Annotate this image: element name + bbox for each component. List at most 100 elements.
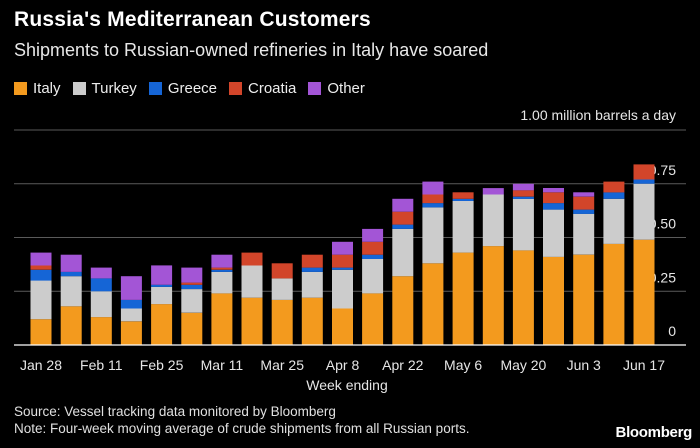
y-tick-label-0: 0 bbox=[668, 323, 676, 339]
bar-croatia-11 bbox=[362, 241, 384, 255]
bar-croatia-12 bbox=[392, 211, 414, 225]
bar-italy-10 bbox=[332, 308, 353, 345]
legend-item-other: Other bbox=[308, 80, 365, 97]
bar-croatia-19 bbox=[603, 181, 625, 193]
bar-other-3 bbox=[120, 276, 142, 300]
bar-croatia-5 bbox=[181, 282, 203, 285]
bar-other-1 bbox=[60, 254, 82, 272]
bar-croatia-13 bbox=[422, 194, 444, 204]
legend-label-other: Other bbox=[327, 80, 365, 97]
bar-italy-5 bbox=[181, 312, 203, 346]
bar-greece-18 bbox=[573, 209, 595, 214]
bar-italy-7 bbox=[241, 297, 263, 345]
chart-legend: Italy Turkey Greece Croatia Other bbox=[14, 80, 365, 97]
legend-label-greece: Greece bbox=[167, 80, 218, 97]
x-tick-label-3: Mar 11 bbox=[201, 357, 244, 373]
bar-other-17 bbox=[543, 188, 564, 193]
bar-turkey-11 bbox=[362, 259, 384, 294]
x-tick-label-0: Jan 28 bbox=[20, 357, 62, 373]
bar-turkey-14 bbox=[452, 201, 474, 253]
bar-turkey-13 bbox=[422, 207, 444, 264]
bar-greece-1 bbox=[60, 271, 82, 277]
bar-other-18 bbox=[573, 192, 595, 197]
bar-croatia-14 bbox=[452, 192, 474, 199]
bar-other-15 bbox=[482, 188, 504, 195]
bar-other-16 bbox=[512, 183, 534, 191]
bar-italy-15 bbox=[482, 246, 504, 345]
bar-italy-11 bbox=[362, 293, 384, 345]
bar-italy-9 bbox=[301, 297, 323, 345]
bar-turkey-5 bbox=[181, 289, 203, 313]
bar-turkey-9 bbox=[301, 271, 323, 298]
bar-croatia-9 bbox=[301, 254, 323, 268]
x-axis-label: Week ending bbox=[306, 377, 387, 393]
bar-greece-6 bbox=[211, 269, 233, 272]
x-tick-label-8: May 20 bbox=[500, 357, 546, 373]
bar-italy-20 bbox=[633, 239, 655, 345]
bar-greece-13 bbox=[422, 203, 444, 208]
legend-swatch-italy bbox=[14, 82, 27, 95]
bar-italy-14 bbox=[452, 252, 474, 345]
x-tick-label-2: Feb 25 bbox=[140, 357, 184, 373]
bar-greece-11 bbox=[362, 254, 384, 259]
bar-italy-0 bbox=[30, 319, 52, 345]
bar-croatia-16 bbox=[512, 190, 534, 197]
legend-label-croatia: Croatia bbox=[248, 80, 297, 97]
bar-turkey-0 bbox=[30, 280, 52, 320]
bar-croatia-0 bbox=[30, 265, 52, 270]
bar-croatia-7 bbox=[241, 252, 263, 266]
source-note: Source: Vessel tracking data monitored b… bbox=[14, 404, 336, 419]
bar-greece-17 bbox=[543, 203, 564, 210]
legend-label-turkey: Turkey bbox=[91, 80, 137, 97]
legend-item-croatia: Croatia bbox=[229, 80, 296, 97]
bar-turkey-7 bbox=[241, 265, 263, 298]
bar-italy-16 bbox=[512, 250, 534, 345]
x-tick-label-7: May 6 bbox=[444, 357, 482, 373]
bar-turkey-20 bbox=[633, 183, 655, 240]
legend-item-greece: Greece bbox=[148, 80, 218, 97]
bar-italy-12 bbox=[392, 276, 414, 345]
bar-croatia-10 bbox=[332, 254, 353, 268]
bar-turkey-2 bbox=[90, 291, 112, 318]
y-tick-label-2: 0.50 bbox=[649, 216, 676, 232]
bar-croatia-20 bbox=[633, 164, 655, 180]
bar-greece-2 bbox=[90, 278, 112, 292]
bar-greece-10 bbox=[332, 267, 353, 270]
legend-label-italy: Italy bbox=[33, 80, 61, 97]
bar-turkey-12 bbox=[392, 228, 414, 277]
bar-croatia-6 bbox=[211, 267, 233, 270]
bar-croatia-8 bbox=[271, 263, 293, 279]
legend-item-italy: Italy bbox=[14, 80, 61, 97]
x-tick-label-10: Jun 17 bbox=[623, 357, 665, 373]
footnote: Note: Four-week moving average of crude … bbox=[14, 421, 470, 436]
legend-swatch-greece bbox=[148, 82, 162, 95]
bar-greece-5 bbox=[181, 284, 203, 290]
bar-greece-3 bbox=[120, 299, 142, 309]
chart-title: Russia's Mediterranean Customers bbox=[14, 8, 371, 31]
bar-italy-13 bbox=[422, 263, 444, 345]
bar-italy-19 bbox=[603, 243, 625, 345]
bar-italy-4 bbox=[151, 304, 173, 345]
bar-italy-18 bbox=[573, 254, 595, 345]
bar-greece-9 bbox=[301, 267, 323, 272]
bar-other-0 bbox=[30, 252, 52, 266]
bar-other-10 bbox=[332, 241, 353, 255]
bar-turkey-8 bbox=[271, 278, 293, 300]
bar-other-12 bbox=[392, 198, 414, 212]
bar-greece-16 bbox=[512, 196, 534, 199]
bar-other-2 bbox=[90, 267, 112, 279]
bar-greece-12 bbox=[392, 224, 414, 229]
y-tick-label-3: 0.75 bbox=[649, 162, 676, 178]
bar-turkey-4 bbox=[151, 286, 173, 305]
bar-turkey-3 bbox=[120, 308, 142, 322]
bar-italy-17 bbox=[543, 256, 564, 345]
legend-swatch-other bbox=[308, 82, 322, 95]
bar-croatia-18 bbox=[573, 196, 595, 210]
x-tick-label-4: Mar 25 bbox=[260, 357, 304, 373]
bar-croatia-17 bbox=[543, 192, 564, 204]
bar-other-13 bbox=[422, 181, 444, 195]
legend-item-turkey: Turkey bbox=[72, 80, 137, 97]
bar-turkey-17 bbox=[543, 209, 564, 257]
bar-italy-6 bbox=[211, 293, 233, 345]
